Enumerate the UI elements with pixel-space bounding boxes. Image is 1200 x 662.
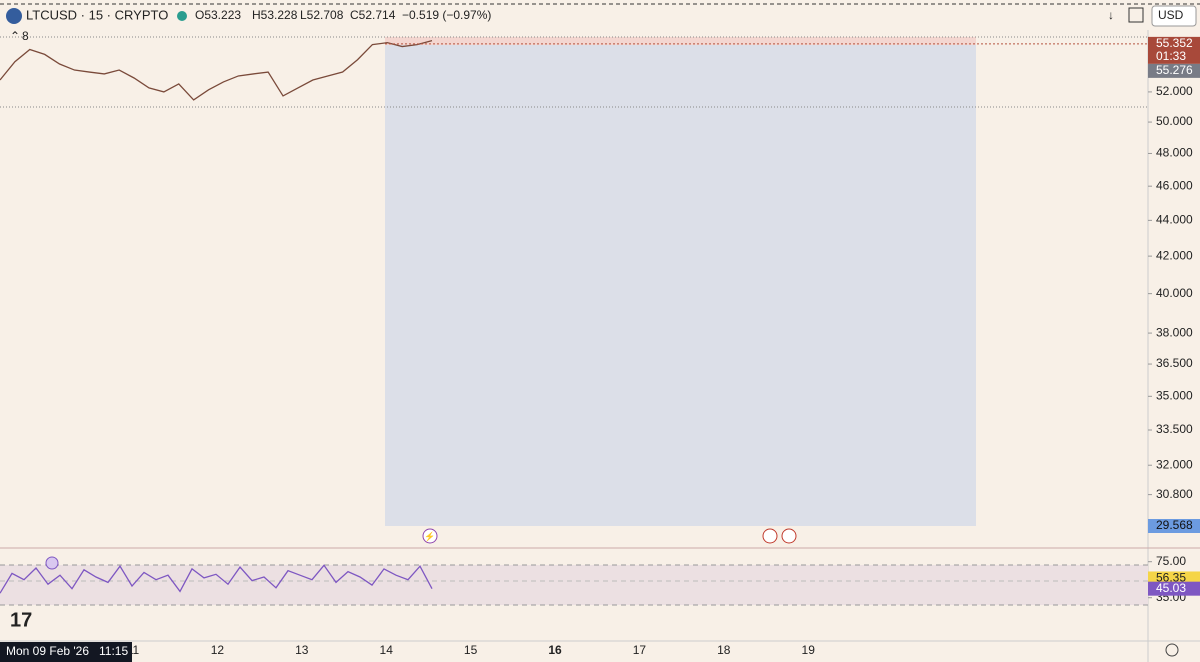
price-tick-label: 50.000 <box>1156 114 1193 128</box>
market-status <box>177 11 187 21</box>
rsi-band <box>0 565 1148 605</box>
ohlc-change: −0.519 (−0.97%) <box>402 8 491 22</box>
ohlc-open: O53.223 <box>195 8 241 22</box>
prev-price-label-bg <box>1148 63 1200 78</box>
time-label: 13 <box>295 643 309 657</box>
event-icon-glyph: ⚡ <box>424 530 435 542</box>
price-line <box>0 39 433 101</box>
time-label: 14 <box>380 643 394 657</box>
flag-icon[interactable] <box>781 528 797 544</box>
ohlc-close: C52.714 <box>350 8 396 22</box>
time-label: 18 <box>717 643 731 657</box>
countdown-label-bg <box>1148 49 1200 64</box>
range-box <box>385 45 976 526</box>
indicator-count[interactable]: 8 <box>22 29 29 43</box>
last-price-label: 55.352 <box>1156 36 1193 50</box>
time-label: 17 <box>633 643 647 657</box>
event-icon[interactable] <box>422 528 438 544</box>
flag-icon[interactable] <box>762 528 778 544</box>
rsi-line <box>0 564 433 594</box>
price-tick-label: 42.000 <box>1156 248 1193 262</box>
settings-button[interactable] <box>1165 643 1179 657</box>
countdown-label: 01:33 <box>1156 49 1186 63</box>
download-button[interactable]: ↓ <box>1108 8 1114 22</box>
time-label: 19 <box>802 643 816 657</box>
price-tick-label: 44.000 <box>1156 213 1193 227</box>
price-tick-label: 35.000 <box>1156 388 1193 402</box>
time-label: 12 <box>211 643 225 657</box>
time-label: 15 <box>464 643 478 657</box>
rsi-tick-label: 75.00 <box>1156 554 1186 568</box>
price-tick-label: 33.500 <box>1156 422 1193 436</box>
range-low-label: 29.568 <box>1156 518 1193 532</box>
symbol-icon[interactable] <box>6 8 22 24</box>
rsi-ma-label: 56.35 <box>1156 571 1186 585</box>
rsi-value-bg <box>1148 581 1200 596</box>
price-tick-label: 40.000 <box>1156 286 1193 300</box>
time-label: 16 <box>548 643 562 657</box>
currency-button[interactable] <box>1151 5 1197 27</box>
price-tick-label: 48.000 <box>1156 146 1193 160</box>
range-top-band <box>385 37 976 45</box>
ohlc-low: L52.708 <box>300 8 344 22</box>
range-low-label-bg <box>1148 519 1200 533</box>
price-tick-label: 46.000 <box>1156 178 1193 192</box>
rsi-value-label: 45.03 <box>1156 581 1186 595</box>
prev-price-label: 55.276 <box>1156 63 1193 77</box>
indicator-toggle[interactable]: ⌃ <box>10 29 20 43</box>
price-tick-label: 30.800 <box>1156 487 1193 501</box>
cursor-time-bg <box>0 642 132 662</box>
symbol[interactable]: LTCUSD · 15 · CRYPTO <box>26 7 168 22</box>
price-tick-label: 38.000 <box>1156 325 1193 339</box>
fullscreen-button[interactable] <box>1128 7 1144 23</box>
price-tick-label: 52.000 <box>1156 84 1193 98</box>
ohlc-high: H53.228 <box>252 8 298 22</box>
logo: 17 <box>10 609 32 631</box>
cursor-time: Mon 09 Feb '26 11:15 <box>6 644 128 658</box>
currency[interactable]: USD <box>1158 8 1184 22</box>
rsi-icon[interactable] <box>45 556 59 570</box>
price-tick-label: 32.000 <box>1156 457 1193 471</box>
dynamic-layer: 52.000 50.000 48.000 46.000 44.000 42.000 40.0… <box>0 36 1200 662</box>
price-tick-label: 36.500 <box>1156 356 1193 370</box>
last-price-label-bg <box>1148 36 1200 51</box>
